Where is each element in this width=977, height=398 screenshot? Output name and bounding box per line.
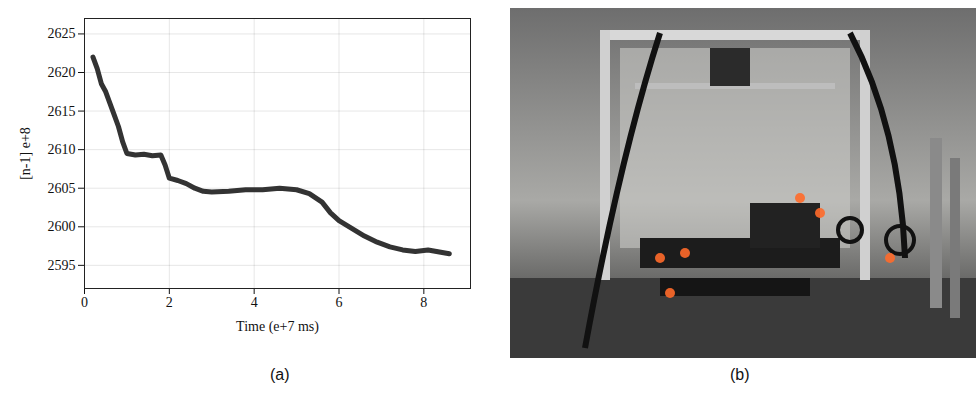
svg-text:2610: 2610 bbox=[48, 142, 76, 157]
html-text:(b): (b) bbox=[730, 366, 750, 383]
svg-text:6: 6 bbox=[336, 295, 343, 310]
svg-text:2615: 2615 bbox=[48, 104, 76, 119]
svg-text:2: 2 bbox=[166, 295, 173, 310]
svg-text:2600: 2600 bbox=[48, 219, 76, 234]
svg-text:0: 0 bbox=[81, 295, 88, 310]
svg-text:2620: 2620 bbox=[48, 65, 76, 80]
svg-text:2625: 2625 bbox=[48, 26, 76, 41]
svg-text:8: 8 bbox=[420, 295, 427, 310]
html-text:(a): (a) bbox=[270, 366, 290, 383]
svg-text:2595: 2595 bbox=[48, 258, 76, 273]
svg-text:[n-1] e+8: [n-1] e+8 bbox=[18, 127, 33, 180]
svg-text:Time (e+7 ms): Time (e+7 ms) bbox=[236, 319, 319, 335]
svg-text:2605: 2605 bbox=[48, 181, 76, 196]
svg-text:4: 4 bbox=[251, 295, 258, 310]
